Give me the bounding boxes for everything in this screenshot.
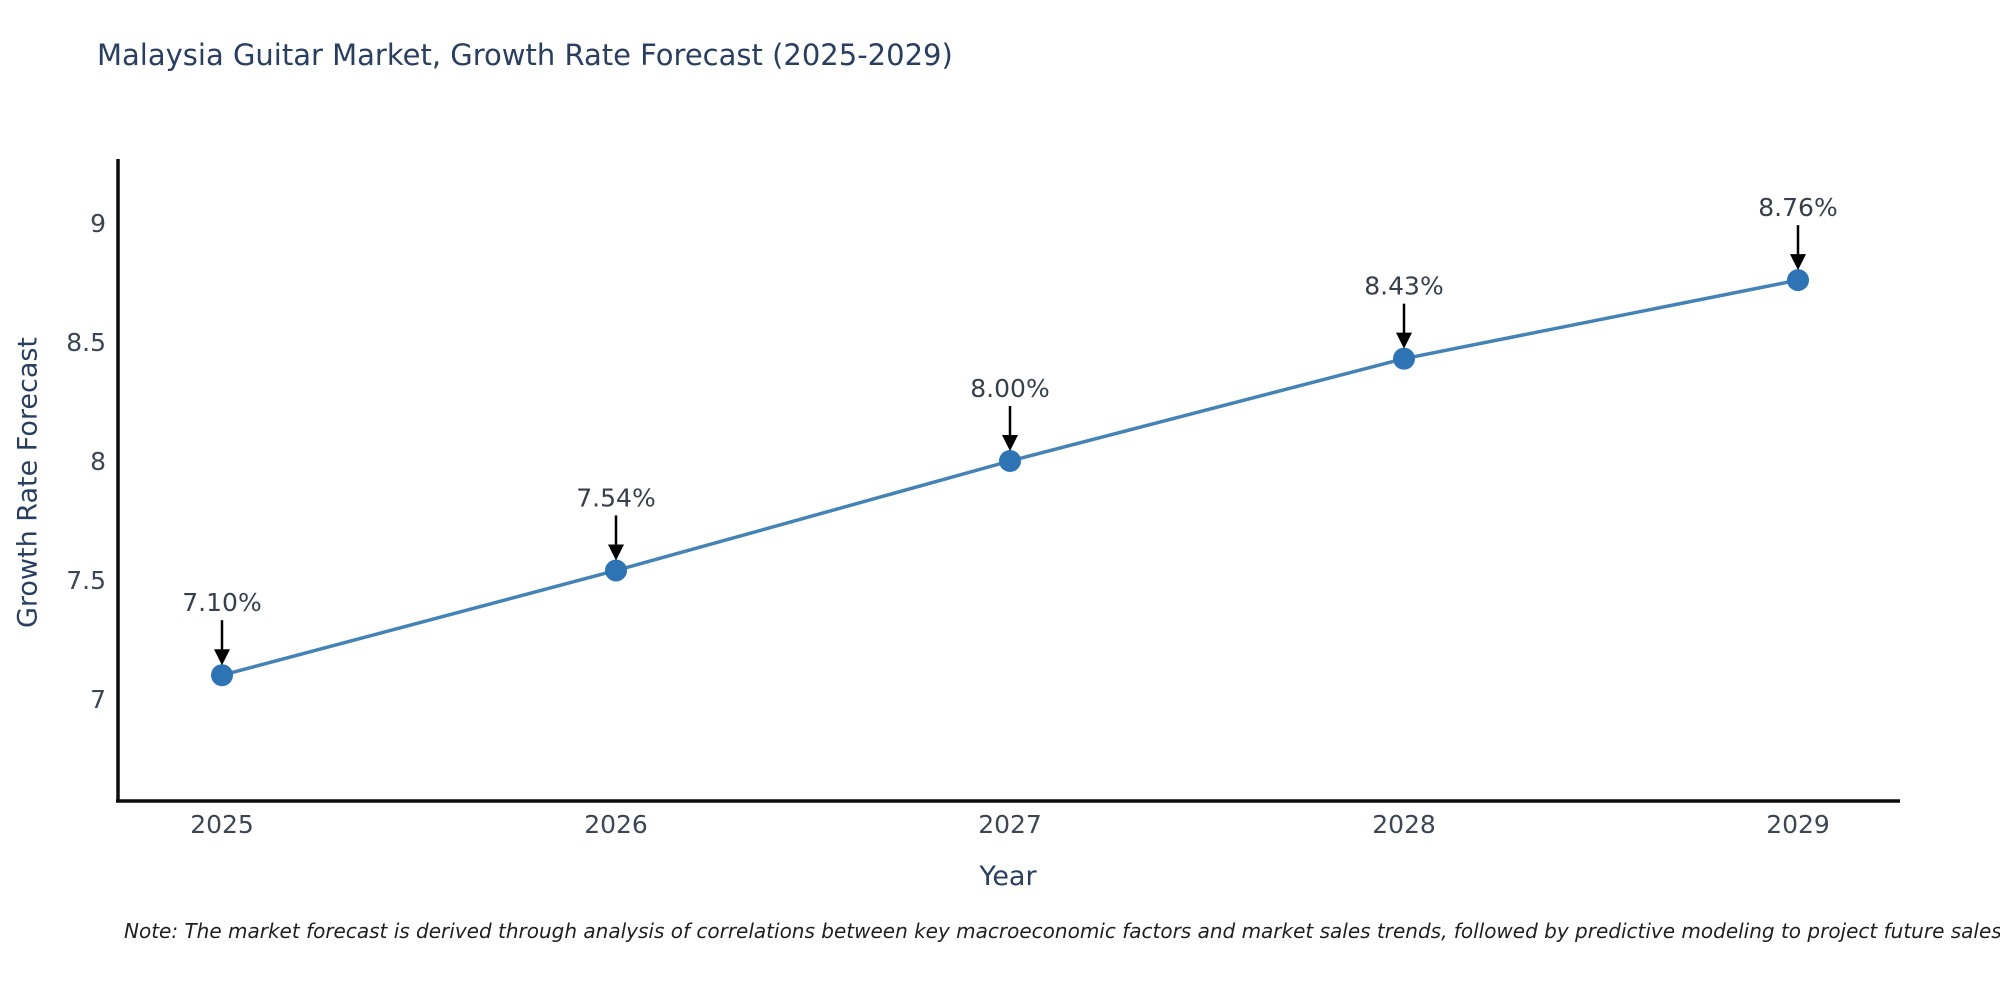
annotation-arrow-head xyxy=(1790,254,1806,271)
y-tick-label: 7.5 xyxy=(66,566,106,595)
data-point-label: 8.76% xyxy=(1758,193,1837,222)
y-tick-label: 8 xyxy=(90,447,106,476)
annotation-arrow-head xyxy=(214,649,230,666)
data-point-label: 8.43% xyxy=(1364,272,1443,301)
data-point-marker xyxy=(211,664,233,687)
y-tick-label: 8.5 xyxy=(66,328,106,357)
data-point-label: 8.00% xyxy=(970,374,1049,403)
data-point-label: 7.10% xyxy=(182,588,261,617)
y-tick-label: 9 xyxy=(90,209,106,238)
data-point-marker xyxy=(605,559,627,582)
chart-title: Malaysia Guitar Market, Growth Rate Fore… xyxy=(97,38,953,72)
data-point-marker xyxy=(1787,269,1809,292)
annotation-arrow-head xyxy=(608,544,624,561)
y-tick-label: 7 xyxy=(90,685,106,714)
data-point-marker xyxy=(1393,347,1415,370)
footnote: Note: The market forecast is derived thr… xyxy=(124,919,2000,943)
x-tick-label: 2025 xyxy=(190,810,254,839)
data-point-label: 7.54% xyxy=(576,483,655,512)
annotation-arrow-head xyxy=(1396,332,1412,349)
x-tick-label: 2026 xyxy=(584,810,648,839)
forecast-line xyxy=(220,278,1800,677)
x-tick-label: 2029 xyxy=(1766,810,1830,839)
annotation-arrow-head xyxy=(1002,435,1018,451)
x-tick-label: 2027 xyxy=(978,810,1042,839)
data-point-marker xyxy=(999,450,1021,472)
x-tick-label: 2028 xyxy=(1372,810,1436,839)
y-axis-title: Growth Rate Forecast xyxy=(12,336,44,629)
x-axis-title: Year xyxy=(979,861,1037,892)
